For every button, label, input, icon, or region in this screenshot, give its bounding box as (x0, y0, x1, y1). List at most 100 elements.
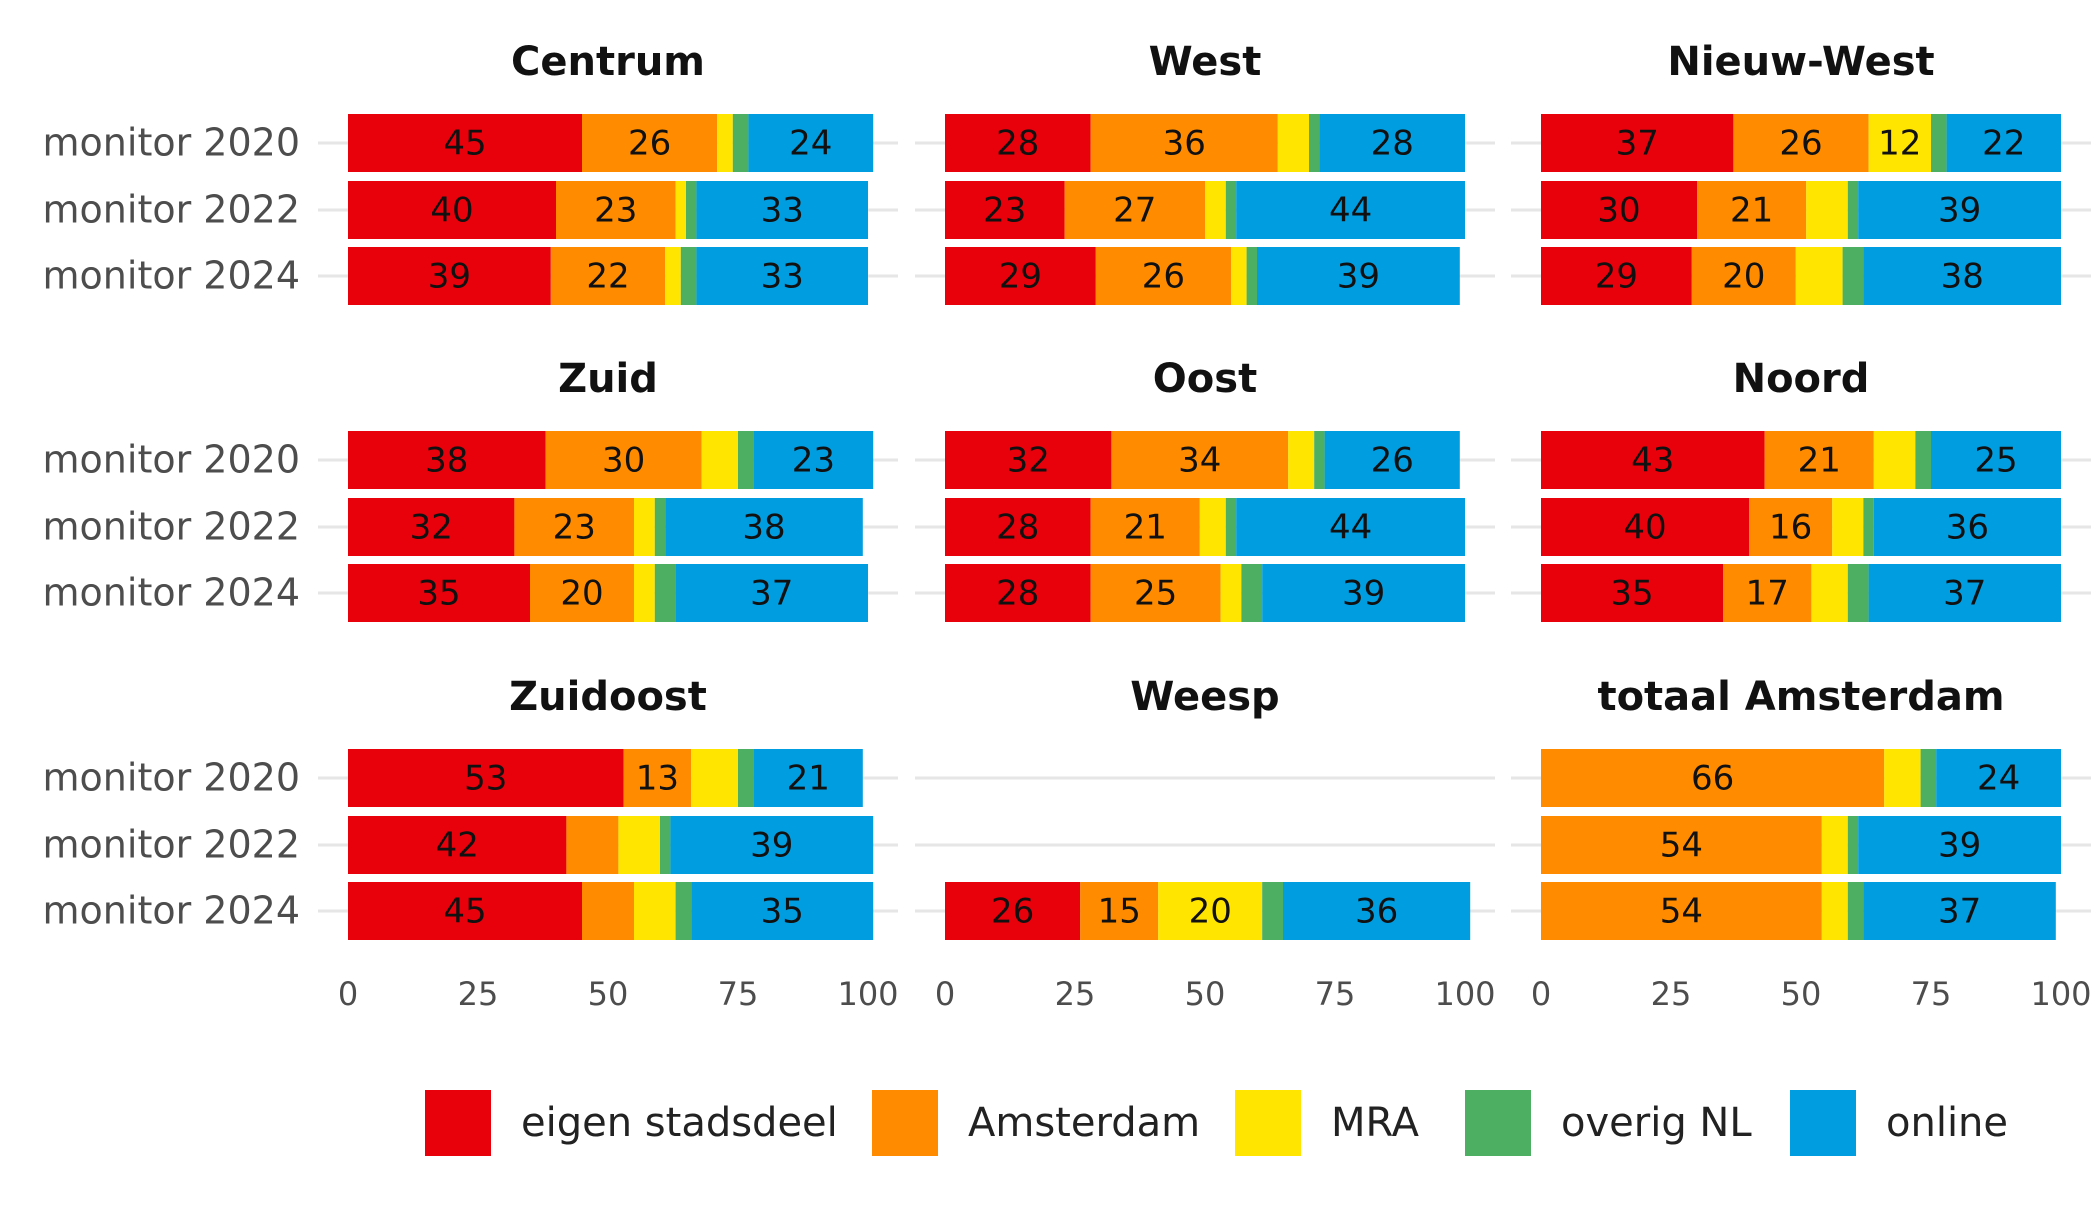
bar-segment-mra (634, 498, 655, 556)
bar-segment-ams (1733, 114, 1869, 172)
data-label: 45 (443, 892, 486, 932)
bar-segment-nl (1847, 564, 1869, 622)
bar-segment-mra (618, 816, 660, 874)
data-label: 40 (430, 191, 473, 231)
data-label: 28 (1371, 124, 1414, 164)
bar-segment-eigen (1541, 181, 1697, 239)
data-label: 26 (1142, 257, 1185, 297)
data-label: 39 (750, 826, 793, 866)
bar-segment-online (1324, 431, 1460, 489)
bar-segment-eigen (945, 181, 1065, 239)
bar-segment-eigen (348, 114, 582, 172)
bar-segment-nl (1246, 247, 1257, 305)
data-label: 26 (628, 124, 671, 164)
x-tick-label: 50 (588, 975, 629, 1013)
bar-segment-online (1863, 247, 2061, 305)
row-label: monitor 2022 (43, 823, 300, 867)
bar-segment-online (1863, 882, 2056, 940)
data-label: 39 (428, 257, 471, 297)
data-label: 16 (1769, 508, 1812, 548)
bar-segment-eigen (945, 564, 1091, 622)
bar-segment-online (1319, 114, 1465, 172)
bar-segment-eigen (348, 498, 515, 556)
bar-segment-mra (675, 181, 686, 239)
bar-segment-online (748, 114, 874, 172)
legend-swatch-nl (1465, 1090, 1531, 1156)
bar-segment-online (1236, 181, 1465, 239)
data-label: 32 (1007, 441, 1050, 481)
legend-swatch-ams (872, 1090, 938, 1156)
x-tick-label: 75 (1315, 975, 1356, 1013)
bar-segment-online (1873, 498, 2061, 556)
bar-segment-eigen (348, 564, 530, 622)
bar-segment-mra (1277, 114, 1309, 172)
data-label: 37 (750, 574, 793, 614)
data-label: 42 (436, 826, 479, 866)
data-label: 26 (1371, 441, 1414, 481)
data-label: 25 (1134, 574, 1177, 614)
bar-segment-eigen (945, 114, 1091, 172)
legend-swatch-online (1790, 1090, 1856, 1156)
bar-segment-nl (1842, 247, 1864, 305)
data-label: 66 (1691, 759, 1734, 799)
bar-segment-eigen (1541, 431, 1765, 489)
bar-segment-ams (1111, 431, 1289, 489)
data-label: 12 (1878, 124, 1921, 164)
legend-label: overig NL (1561, 1100, 1752, 1146)
x-tick-label: 25 (458, 975, 499, 1013)
bar-segment-ams (1691, 247, 1796, 305)
bar-segment-ams (1090, 498, 1200, 556)
bar-segment-online (1858, 816, 2061, 874)
panel-title: totaal Amsterdam (1597, 674, 2004, 720)
bar-segment-nl (1847, 882, 1864, 940)
bar-segment-ams (1541, 882, 1822, 940)
bar-segment-eigen (945, 431, 1112, 489)
bar-segment-eigen (1541, 498, 1749, 556)
bar-segment-eigen (348, 882, 582, 940)
bar-segment-online (1858, 181, 2061, 239)
bar-segment-nl (732, 114, 749, 172)
bar-segment-online (1257, 247, 1460, 305)
data-label: 17 (1746, 574, 1789, 614)
bar-segment-mra (1821, 816, 1848, 874)
bar-segment-nl (1920, 749, 1937, 807)
data-label: 44 (1329, 508, 1372, 548)
data-label: 36 (1163, 124, 1206, 164)
data-label: 26 (991, 892, 1034, 932)
bar-segment-eigen (348, 247, 551, 305)
legend-swatch-mra (1235, 1090, 1301, 1156)
bar-segment-nl (1241, 564, 1263, 622)
data-label: 15 (1098, 892, 1141, 932)
bar-segment-ams (1723, 564, 1812, 622)
data-label: 37 (1616, 124, 1659, 164)
bar-segment-nl (1225, 498, 1237, 556)
bar-segment-nl (675, 882, 692, 940)
bar-segment-online (1283, 882, 1471, 940)
data-label: 30 (602, 441, 645, 481)
data-label: 36 (1946, 508, 1989, 548)
bar-segment-ams (1090, 114, 1278, 172)
bar-segment-nl (654, 564, 676, 622)
data-label: 28 (996, 574, 1039, 614)
x-tick-label: 50 (1185, 975, 1226, 1013)
bar-segment-eigen (945, 498, 1091, 556)
x-tick-label: 25 (1055, 975, 1096, 1013)
bar-segment-mra (665, 247, 681, 305)
data-label: 20 (1189, 892, 1232, 932)
data-label: 39 (1342, 574, 1385, 614)
bar-segment-nl (1863, 498, 1874, 556)
bar-segment-ams (514, 498, 634, 556)
data-label: 38 (742, 508, 785, 548)
bar-segment-ams (556, 181, 676, 239)
bar-segment-ams (582, 114, 718, 172)
bar-segment-online (670, 816, 874, 874)
data-label: 24 (1977, 759, 2020, 799)
bar-segment-ams (1541, 749, 1885, 807)
data-label: 35 (1610, 574, 1653, 614)
panel-title: Noord (1733, 356, 1870, 402)
bar-segment-eigen (348, 749, 624, 807)
bar-segment-mra (1873, 431, 1916, 489)
legend-label: Amsterdam (968, 1100, 1200, 1146)
x-tick-label: 75 (1911, 975, 1952, 1013)
